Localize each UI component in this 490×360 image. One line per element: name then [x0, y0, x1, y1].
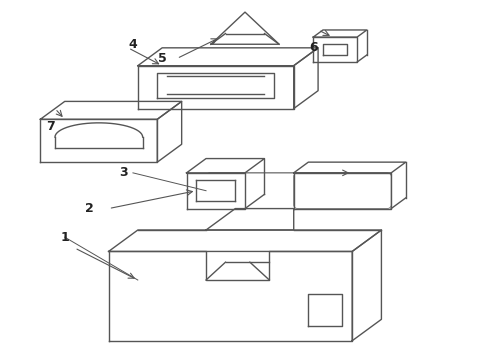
Text: 3: 3	[119, 166, 127, 179]
Text: 7: 7	[46, 120, 54, 133]
Text: 6: 6	[309, 41, 318, 54]
Text: 1: 1	[60, 231, 69, 244]
Text: 4: 4	[128, 38, 137, 51]
Text: 2: 2	[85, 202, 94, 215]
Text: 5: 5	[158, 52, 167, 65]
